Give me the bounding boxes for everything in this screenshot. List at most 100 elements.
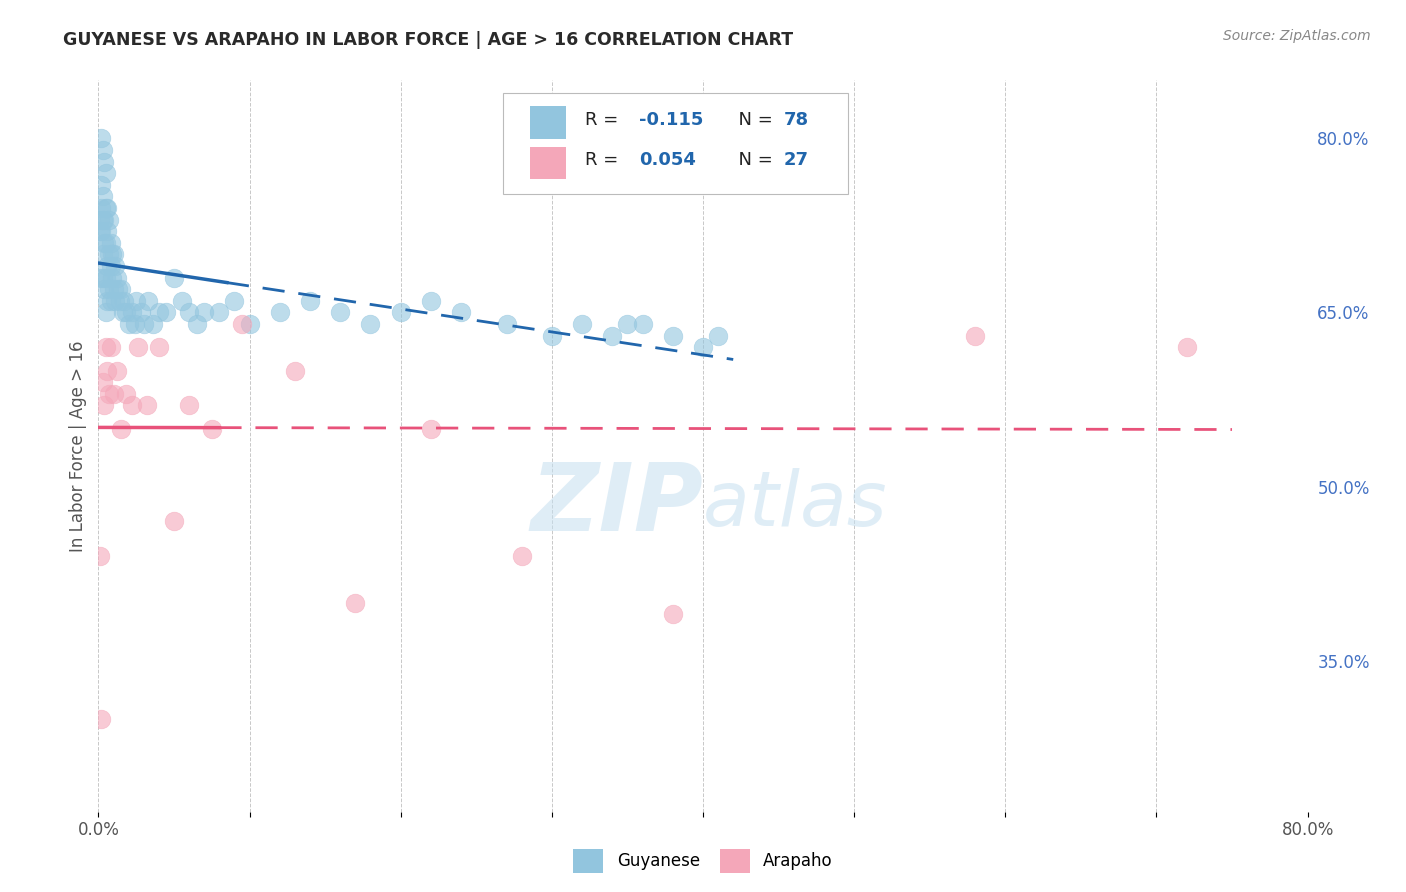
Y-axis label: In Labor Force | Age > 16: In Labor Force | Age > 16 — [69, 340, 87, 552]
Point — [96, 201, 118, 215]
Point — [179, 398, 201, 412]
Point — [602, 328, 624, 343]
Point — [186, 317, 208, 331]
Text: N =: N = — [727, 111, 779, 128]
Point — [124, 317, 146, 331]
Point — [155, 305, 177, 319]
Point — [93, 235, 115, 250]
Point — [571, 317, 593, 331]
Point — [163, 515, 186, 529]
Point — [101, 247, 124, 261]
Point — [90, 712, 112, 726]
Point — [450, 305, 472, 319]
Point — [89, 224, 111, 238]
Point — [96, 293, 118, 308]
Point — [114, 305, 136, 319]
Point — [100, 235, 122, 250]
Point — [93, 282, 115, 296]
Point — [90, 224, 112, 238]
Text: Source: ZipAtlas.com: Source: ZipAtlas.com — [1223, 29, 1371, 43]
Point — [96, 224, 118, 238]
Point — [103, 282, 125, 296]
Point — [107, 282, 129, 296]
Point — [93, 154, 115, 169]
Point — [193, 305, 215, 319]
Point — [231, 317, 253, 331]
Point — [94, 166, 117, 180]
Point — [329, 305, 352, 319]
Point — [110, 282, 132, 296]
Text: GUYANESE VS ARAPAHO IN LABOR FORCE | AGE > 16 CORRELATION CHART: GUYANESE VS ARAPAHO IN LABOR FORCE | AGE… — [63, 31, 793, 49]
Point — [110, 421, 132, 435]
Text: R =: R = — [585, 152, 623, 169]
Point — [269, 305, 291, 319]
Point — [420, 293, 443, 308]
Text: 27: 27 — [785, 152, 808, 169]
Point — [94, 270, 117, 285]
Point — [540, 328, 562, 343]
Point — [707, 328, 730, 343]
Point — [98, 282, 121, 296]
Point — [103, 247, 125, 261]
Point — [91, 270, 114, 285]
Point — [118, 317, 141, 331]
Point — [91, 247, 114, 261]
Point — [93, 398, 115, 412]
Text: -0.115: -0.115 — [638, 111, 703, 128]
Text: R =: R = — [585, 111, 623, 128]
Point — [98, 386, 121, 401]
Point — [284, 363, 307, 377]
FancyBboxPatch shape — [530, 106, 567, 139]
Point — [127, 340, 149, 354]
Point — [495, 317, 517, 331]
Point — [965, 328, 987, 343]
Point — [91, 189, 114, 203]
Point — [420, 421, 443, 435]
Point — [96, 259, 118, 273]
Point — [100, 293, 122, 308]
Point — [94, 201, 117, 215]
Point — [170, 293, 193, 308]
Point — [111, 305, 134, 319]
Point — [94, 305, 117, 319]
Point — [98, 212, 121, 227]
Point — [96, 363, 118, 377]
Point — [201, 421, 224, 435]
FancyBboxPatch shape — [530, 146, 567, 179]
Point — [112, 293, 135, 308]
Point — [108, 293, 131, 308]
FancyBboxPatch shape — [503, 93, 848, 194]
Point — [104, 259, 127, 273]
Point — [121, 305, 143, 319]
Point — [661, 607, 683, 622]
Point — [616, 317, 638, 331]
Point — [163, 270, 186, 285]
Point — [239, 317, 262, 331]
Point — [91, 143, 114, 157]
Point — [661, 328, 683, 343]
Point — [631, 317, 654, 331]
Point — [132, 317, 155, 331]
Text: 0.054: 0.054 — [638, 152, 696, 169]
Point — [129, 305, 152, 319]
Point — [105, 270, 128, 285]
Point — [94, 340, 117, 354]
Point — [121, 398, 143, 412]
Point — [510, 549, 533, 564]
Point — [90, 178, 112, 192]
Point — [344, 596, 367, 610]
Text: 78: 78 — [785, 111, 808, 128]
Point — [89, 270, 111, 285]
Point — [103, 386, 125, 401]
Point — [114, 386, 136, 401]
Point — [93, 212, 115, 227]
Point — [91, 212, 114, 227]
Point — [148, 305, 170, 319]
Point — [94, 235, 117, 250]
Point — [89, 549, 111, 564]
Text: N =: N = — [727, 152, 779, 169]
Point — [104, 293, 127, 308]
Point — [101, 270, 124, 285]
Point — [90, 131, 112, 145]
Point — [299, 293, 322, 308]
